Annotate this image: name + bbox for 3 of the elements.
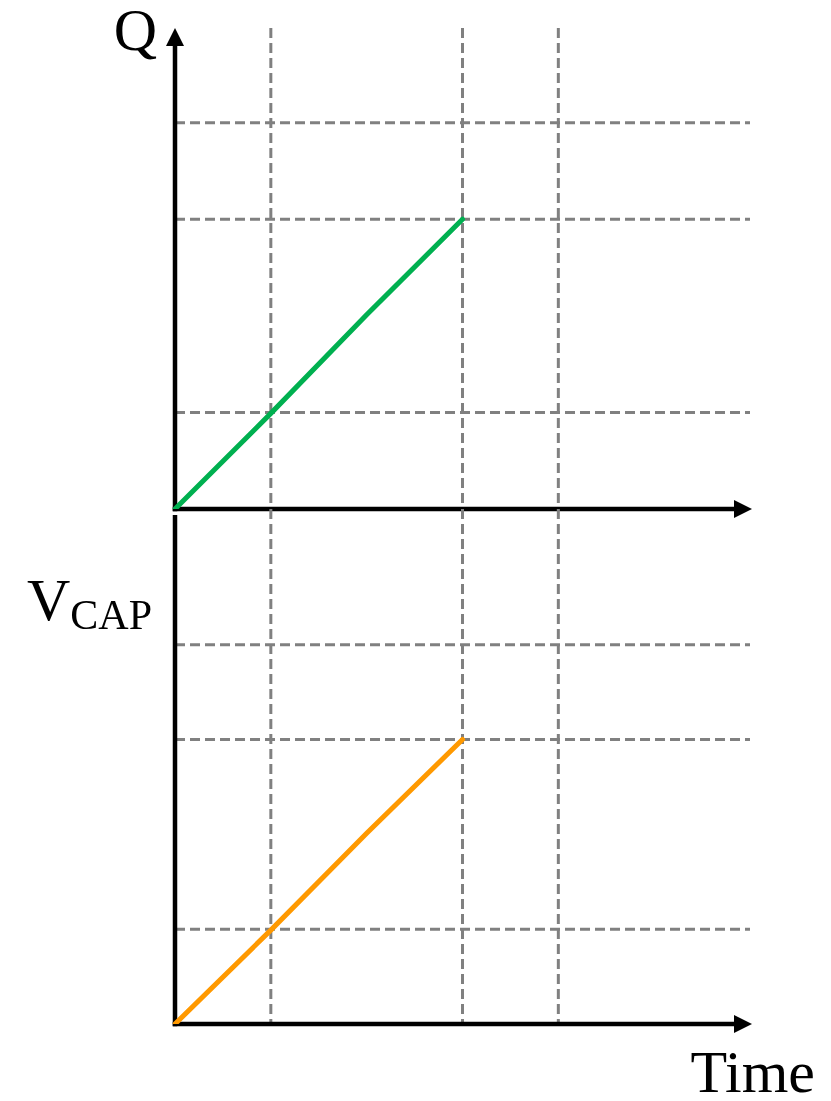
y-axis-title: V$_{CAP}$: [26, 567, 152, 639]
y-axis-title: Q: [113, 0, 157, 63]
x-axis-title: Time: [690, 1039, 815, 1101]
